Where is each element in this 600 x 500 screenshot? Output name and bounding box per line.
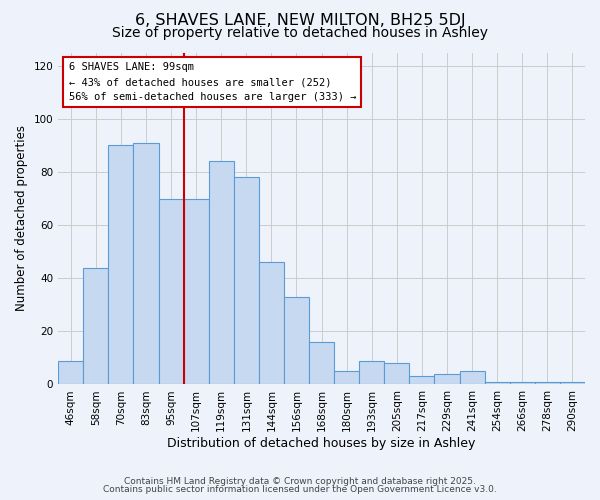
Bar: [460, 371, 485, 384]
Text: Contains HM Land Registry data © Crown copyright and database right 2025.: Contains HM Land Registry data © Crown c…: [124, 477, 476, 486]
Bar: [284, 297, 309, 384]
Bar: [334, 371, 359, 384]
Bar: [560, 382, 585, 384]
Bar: [158, 198, 184, 384]
Bar: [109, 146, 133, 384]
Bar: [485, 382, 510, 384]
Bar: [58, 360, 83, 384]
Bar: [184, 198, 209, 384]
Text: Size of property relative to detached houses in Ashley: Size of property relative to detached ho…: [112, 26, 488, 40]
Bar: [510, 382, 535, 384]
Bar: [83, 268, 109, 384]
Bar: [133, 143, 158, 384]
Bar: [385, 363, 409, 384]
Bar: [535, 382, 560, 384]
Bar: [259, 262, 284, 384]
Text: 6 SHAVES LANE: 99sqm
← 43% of detached houses are smaller (252)
56% of semi-deta: 6 SHAVES LANE: 99sqm ← 43% of detached h…: [69, 62, 356, 102]
Bar: [234, 178, 259, 384]
Bar: [209, 162, 234, 384]
Bar: [409, 376, 434, 384]
Bar: [359, 360, 385, 384]
Text: Contains public sector information licensed under the Open Government Licence v3: Contains public sector information licen…: [103, 485, 497, 494]
Bar: [309, 342, 334, 384]
X-axis label: Distribution of detached houses by size in Ashley: Distribution of detached houses by size …: [167, 437, 476, 450]
Y-axis label: Number of detached properties: Number of detached properties: [15, 126, 28, 312]
Text: 6, SHAVES LANE, NEW MILTON, BH25 5DJ: 6, SHAVES LANE, NEW MILTON, BH25 5DJ: [134, 12, 466, 28]
Bar: [434, 374, 460, 384]
